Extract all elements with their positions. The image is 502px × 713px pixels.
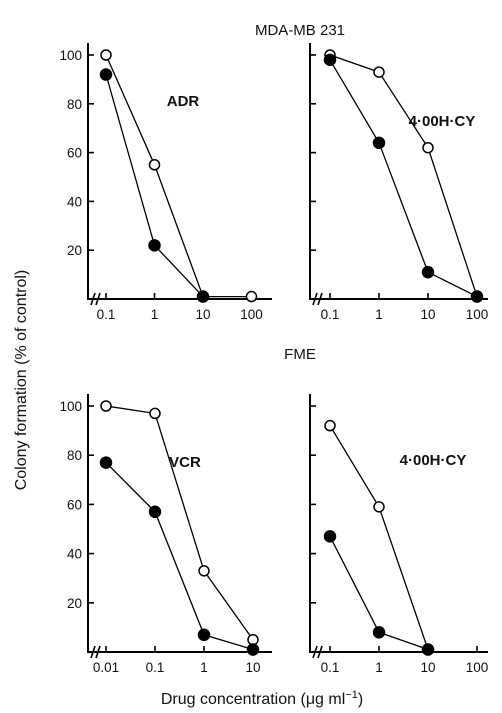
data-point-filled (246, 643, 260, 656)
data-point-filled (323, 530, 337, 543)
axis-break-mark (95, 645, 101, 659)
panel-4oohcy-fme: 0.1 1 10 100 4·00H·CY (309, 394, 488, 675)
data-point-filled (421, 643, 435, 656)
x-tick-label: 0.01 (93, 660, 119, 675)
data-point-open (198, 565, 210, 577)
x-axis-title-superscript: −1 (345, 689, 358, 701)
x-tick-label: 100 (466, 660, 489, 675)
x-tick-label: 100 (240, 307, 263, 322)
data-point-open (149, 407, 161, 420)
x-tick-label: 1 (151, 307, 159, 322)
axis-break-mark (317, 292, 323, 306)
data-point-filled (148, 239, 161, 252)
panel-4oohcy-mda-mb-231: 0.1 1 10 100 4·00H·CY (309, 43, 488, 322)
y-tick-label: 60 (67, 497, 82, 512)
x-tick-label: 1 (375, 307, 383, 322)
data-point-open (100, 49, 112, 61)
drug-label: 4·00H·CY (400, 452, 467, 469)
data-point-filled (421, 265, 435, 279)
x-axis-title-main: Drug concentration ( (161, 691, 307, 708)
data-point-filled (197, 628, 211, 642)
data-point-open (247, 633, 259, 646)
series-line-open (105, 54, 252, 298)
data-point-open (245, 290, 258, 303)
y-tick-label: 80 (67, 97, 82, 112)
panel-vcr-fme: 20 40 60 80 100 0.01 0.1 1 10 VCR (59, 394, 272, 675)
row-title-mda-mb-231: MDA-MB 231 (255, 22, 345, 39)
axis-break-mark (312, 645, 318, 659)
series-line-filled (105, 462, 254, 651)
y-tick-label: 20 (67, 243, 82, 258)
data-point-filled (196, 290, 210, 303)
x-tick-label: 10 (420, 660, 435, 675)
y-tick-label: 20 (67, 596, 82, 611)
axis-break-mark (95, 292, 101, 306)
data-point-open (324, 419, 336, 432)
row-title-fme: FME (284, 346, 316, 363)
x-axis-title: Drug concentration (μg ml−1) (161, 689, 363, 708)
data-point-filled (148, 505, 162, 519)
data-point-filled (323, 53, 337, 67)
x-tick-label: 0.1 (321, 660, 340, 675)
axis-break-mark (317, 645, 323, 659)
data-point-open (373, 66, 385, 78)
axis-break-mark (90, 645, 96, 659)
x-tick-label: 10 (420, 307, 435, 322)
y-tick-label: 40 (67, 194, 82, 209)
series-line-open (329, 54, 478, 297)
y-tick-label: 60 (67, 146, 82, 161)
x-tick-label: 0.1 (146, 660, 165, 675)
data-point-filled (372, 136, 386, 150)
drug-label: VCR (169, 454, 201, 471)
y-tick-label: 100 (59, 48, 82, 63)
series-line-filled (329, 59, 478, 298)
y-axis-title: Colony formation (% of control) (13, 270, 30, 491)
data-point-open (373, 501, 385, 513)
data-point-filled (372, 626, 386, 639)
axis-break-mark (312, 292, 318, 306)
x-axis-title-mu: μ (306, 691, 315, 708)
series-line-open (105, 405, 254, 641)
x-tick-label: 100 (466, 307, 489, 322)
y-tick-label: 80 (67, 448, 82, 463)
data-point-filled (99, 68, 113, 81)
x-tick-label: 10 (195, 307, 210, 322)
data-point-open (148, 159, 161, 171)
x-tick-label: 0.1 (97, 307, 116, 322)
axis-break-mark (90, 292, 96, 306)
x-tick-label: 0.1 (321, 307, 340, 322)
data-point-open (422, 141, 434, 154)
x-tick-label: 1 (375, 660, 383, 675)
drug-label: 4·00H·CY (409, 113, 476, 130)
drug-label: ADR (167, 93, 200, 110)
panel-adr-mda-mb-231: 20 40 60 80 100 0.1 1 10 100 ADR (59, 43, 272, 322)
data-point-filled (99, 456, 113, 469)
x-axis-title-close: ) (358, 691, 363, 708)
y-tick-label: 40 (67, 547, 82, 562)
data-point-open (100, 400, 112, 412)
x-axis-title-unit: g ml (315, 691, 345, 708)
y-tick-label: 100 (59, 399, 82, 414)
x-tick-label: 1 (200, 660, 208, 675)
data-point-filled (470, 290, 484, 303)
x-tick-label: 10 (245, 660, 260, 675)
